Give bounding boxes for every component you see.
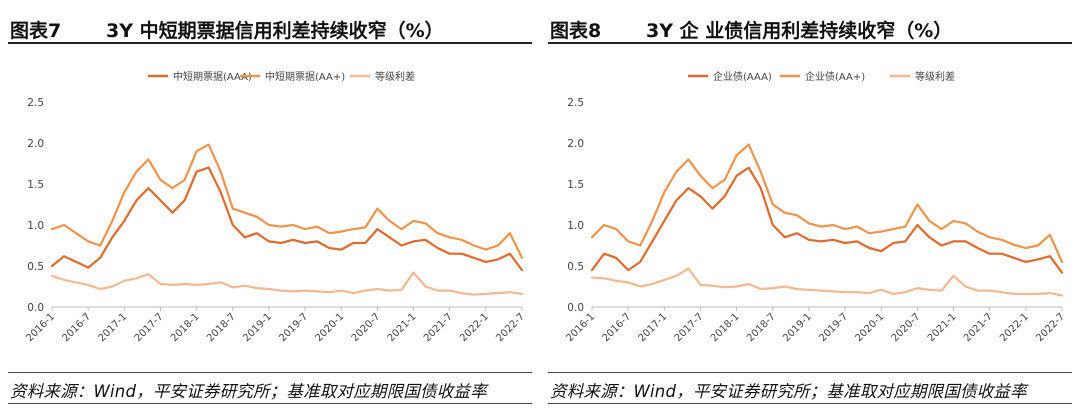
y-tick-label: 2.5 — [27, 97, 44, 109]
x-tick-label: 2021-7 — [422, 311, 455, 344]
x-tick-label: 2021-1 — [386, 311, 419, 344]
x-tick-label: 2020-7 — [350, 311, 383, 344]
x-tick-label: 2019-1 — [241, 311, 274, 344]
y-tick-label: 0.5 — [27, 261, 44, 273]
figure-title-bar: 图表7 3Y 中短期票据信用利差持续收窄（%） — [8, 12, 532, 44]
source-note: 资料来源：Wind，平安证券研究所；基准取对应期限国债收益率 — [550, 382, 1027, 401]
x-tick-label: 2017-7 — [673, 311, 706, 344]
y-tick-label: 1.0 — [27, 220, 44, 232]
line-chart-enterprise-bonds: 企业债(AAA) 企业债(AA+) 等级利差 0.0 0.5 1.0 1.5 2.0 2.5 20… — [564, 70, 1067, 344]
figure-title: 3Y 中短期票据信用利差持续收窄（%） — [106, 20, 444, 42]
x-tick-label: 2022-1 — [998, 311, 1031, 344]
legend-entry: 等级利差 — [890, 70, 955, 83]
chart-panel-right: 图表8 3Y 企 业债信用利差持续收窄（%） 企业债(AAA) 企业债(AA+) 等… — [548, 0, 1078, 412]
x-tick-label: 2017-1 — [97, 311, 130, 344]
legend-label: 中短期票据(AAA) — [173, 70, 252, 83]
series-line — [50, 166, 524, 272]
legend-label: 企业债(AAA) — [713, 70, 772, 83]
source-note-bar: 资料来源：Wind，平安证券研究所；基准取对应期限国债收益率 — [8, 372, 532, 404]
series-line — [590, 166, 1064, 274]
figure-label: 图表7 — [10, 20, 62, 42]
x-tick-label: 2018-7 — [205, 311, 238, 344]
series-line — [50, 271, 524, 296]
legend-entry: 企业债(AAA) — [688, 70, 772, 83]
source-note-bar: 资料来源：Wind，平安证券研究所；基准取对应期限国债收益率 — [548, 372, 1072, 404]
legend-entry: 等级利差 — [350, 70, 415, 83]
x-tick-label: 2022-1 — [458, 311, 491, 344]
series-line — [590, 267, 1064, 297]
y-tick-label: 1.0 — [567, 220, 584, 232]
legend-label: 等级利差 — [915, 70, 955, 83]
y-tick-label: 2.0 — [27, 138, 44, 150]
chart-panel-left: 图表7 3Y 中短期票据信用利差持续收窄（%） 中短期票据(AAA) 中短期票据(… — [8, 0, 538, 412]
legend-label: 中短期票据(AA+) — [265, 70, 345, 83]
y-tick-label: 1.5 — [27, 179, 44, 191]
x-tick-label: 2020-1 — [314, 311, 347, 344]
legend-entry: 中短期票据(AAA) — [148, 70, 252, 83]
line-chart-medium-short-notes: 中短期票据(AAA) 中短期票据(AA+) 等级利差 0.0 0.5 1.0 1.5 2.0 2… — [24, 70, 527, 344]
x-tick-label: 2016-7 — [600, 311, 633, 344]
legend-entry: 企业债(AA+) — [780, 70, 865, 83]
x-tick-label: 2020-7 — [890, 311, 923, 344]
x-tick-label: 2019-1 — [781, 311, 814, 344]
x-tick-label: 2022-7 — [494, 311, 527, 344]
x-tick-label: 2018-1 — [169, 311, 202, 344]
y-tick-label: 1.5 — [567, 179, 584, 191]
y-tick-label: 2.5 — [567, 97, 584, 109]
figure-title: 3Y 企 业债信用利差持续收窄（%） — [646, 20, 953, 42]
y-tick-label: 2.0 — [567, 138, 584, 150]
x-tick-label: 2021-7 — [962, 311, 995, 344]
y-tick-label: 0.5 — [567, 261, 584, 273]
legend-label: 等级利差 — [375, 70, 415, 83]
x-tick-label: 2019-7 — [817, 311, 850, 344]
x-tick-label: 2017-1 — [637, 311, 670, 344]
legend-entry: 中短期票据(AA+) — [240, 70, 345, 83]
figure-label: 图表8 — [550, 20, 602, 42]
figure-title-bar: 图表8 3Y 企 业债信用利差持续收窄（%） — [548, 12, 1072, 44]
x-tick-label: 2016-7 — [60, 311, 93, 344]
x-tick-label: 2018-7 — [745, 311, 778, 344]
x-tick-label: 2018-1 — [709, 311, 742, 344]
x-tick-label: 2016-1 — [24, 311, 57, 344]
legend-label: 企业债(AA+) — [805, 70, 865, 83]
y-tick-label: 0.0 — [27, 302, 44, 314]
series-line — [50, 143, 524, 259]
x-tick-label: 2020-1 — [854, 311, 887, 344]
x-tick-label: 2017-7 — [133, 311, 166, 344]
x-tick-label: 2016-1 — [564, 311, 597, 344]
x-tick-label: 2022-7 — [1034, 311, 1067, 344]
x-tick-label: 2019-7 — [277, 311, 310, 344]
series-line — [590, 143, 1064, 263]
x-tick-label: 2021-1 — [926, 311, 959, 344]
source-note: 资料来源：Wind，平安证券研究所；基准取对应期限国债收益率 — [10, 382, 487, 401]
y-tick-label: 0.0 — [567, 302, 584, 314]
